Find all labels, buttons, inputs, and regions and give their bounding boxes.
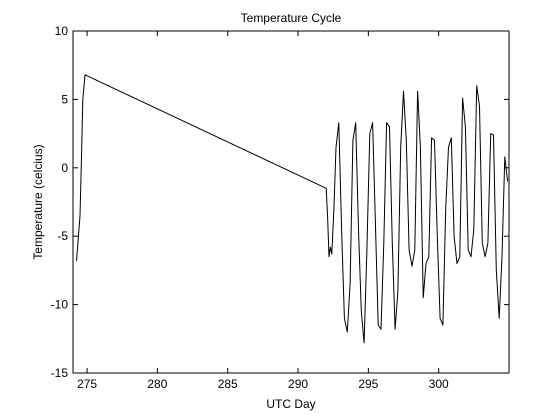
y-tick-label: 0	[61, 161, 68, 175]
series-layer	[76, 74, 509, 344]
y-axis-ticks: -15 -10 -5 0 5 10	[51, 24, 509, 380]
x-axis-ticks: 275 280 285 290 295 300	[77, 31, 449, 391]
y-tick-label: 5	[61, 92, 68, 106]
y-tick-label: -15	[51, 366, 69, 380]
plot-area	[72, 30, 510, 374]
y-tick-label: -10	[51, 298, 69, 312]
y-tick-label: 10	[55, 24, 69, 38]
chart-title: Temperature Cycle	[241, 11, 342, 25]
y-tick-label: -5	[57, 229, 68, 243]
x-tick-label: 280	[147, 377, 167, 391]
y-axis-label: Temperature (celcius)	[31, 144, 45, 259]
x-tick-label: 275	[77, 377, 97, 391]
x-tick-label: 295	[358, 377, 378, 391]
x-tick-label: 285	[218, 377, 238, 391]
x-tick-label: 290	[288, 377, 308, 391]
x-axis-label: UTC Day	[266, 397, 315, 411]
temperature-series-line	[76, 74, 509, 344]
x-tick-label: 300	[429, 377, 449, 391]
